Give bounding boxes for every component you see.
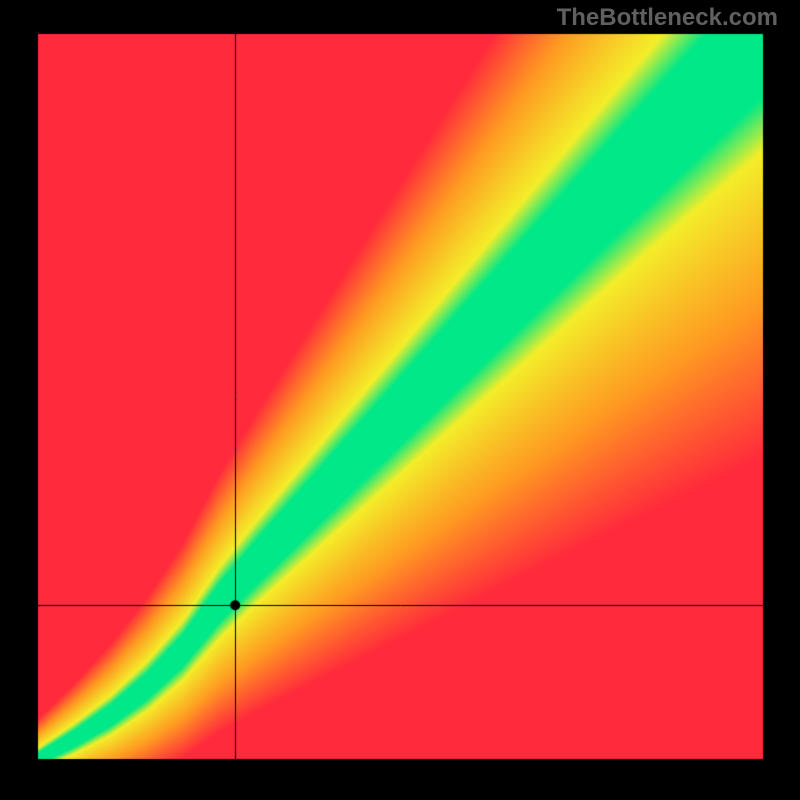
chart-stage: TheBottleneck.com (0, 0, 800, 800)
heatmap-canvas (0, 0, 800, 800)
watermark-text: TheBottleneck.com (557, 4, 778, 32)
